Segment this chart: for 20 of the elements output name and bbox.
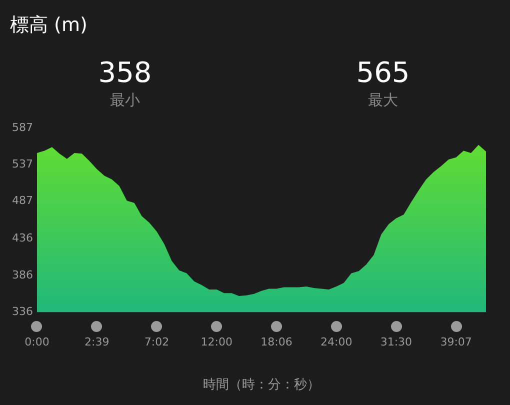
text: 最大	[367, 91, 399, 110]
y-tick-label: 587	[12, 120, 33, 134]
x-tick-label: 31:30	[380, 336, 412, 349]
x-tick-label: 39:07	[440, 336, 472, 349]
y-tick-label: 386	[12, 268, 33, 282]
y-tick-label: 537	[12, 158, 33, 171]
y-tick-label: 336	[12, 305, 33, 318]
x-tick-label: 12:00	[200, 336, 232, 349]
x-tick-label: 24:00	[320, 336, 352, 349]
chart-title: 標高 (m)	[10, 13, 88, 38]
text: 565	[355, 56, 411, 89]
y-tick-label: 436	[12, 232, 33, 245]
text: 358	[97, 56, 153, 89]
x-tick-label: 18:06	[260, 336, 292, 349]
text: 最小	[109, 91, 141, 110]
x-tick-label: 7:02	[144, 336, 170, 349]
y-tick-label: 487	[12, 194, 33, 208]
x-tick-label: 2:39	[84, 336, 110, 349]
x-axis-title: 時間（時：分：秒）	[203, 378, 320, 393]
x-tick-label: 0:00	[24, 336, 50, 349]
